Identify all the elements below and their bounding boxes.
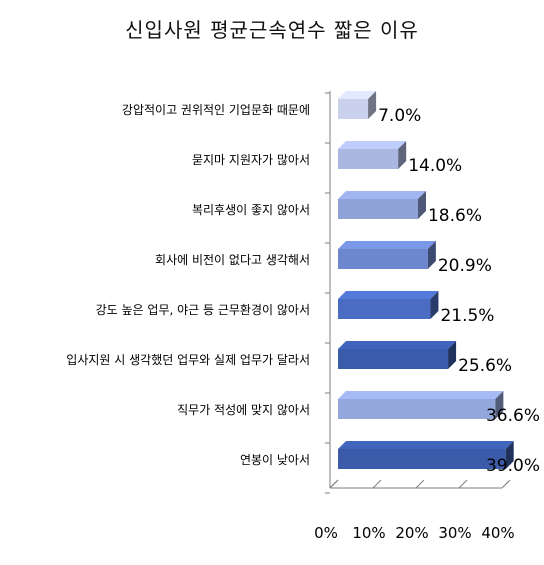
bar — [338, 191, 426, 219]
category-label: 연봉이 낮아서 — [240, 453, 310, 467]
bar-front — [338, 199, 418, 219]
x-tick-mark — [458, 479, 468, 489]
x-tick-mark — [372, 479, 382, 489]
value-label: 14.0% — [408, 156, 462, 176]
bar-side — [417, 191, 426, 219]
x-tick-label: 0% — [314, 524, 338, 542]
x-tick-mark — [329, 479, 339, 489]
value-label: 7.0% — [378, 106, 421, 126]
bar — [338, 141, 407, 169]
bars-layer — [338, 91, 514, 469]
bar-side — [427, 241, 436, 269]
value-label: 36.6% — [486, 406, 540, 426]
value-label: 25.6% — [458, 356, 512, 376]
bar — [338, 91, 377, 119]
bar-top — [338, 191, 426, 199]
chart-title: 신입사원 평균근속연수 짧은 이유 — [125, 18, 419, 42]
bar — [338, 441, 514, 469]
x-tick-label: 20% — [395, 524, 428, 542]
bar-top — [338, 391, 504, 399]
bar-side — [495, 391, 504, 419]
axis-layer: 0% 10% 20% 30% 40% — [314, 91, 515, 542]
x-tick-label: 30% — [438, 524, 471, 542]
bar-front — [338, 349, 449, 369]
category-label: 직무가 적성에 맞지 않아서 — [177, 403, 310, 417]
category-label: 회사에 비전이 없다고 생각해서 — [155, 253, 310, 267]
bar-front — [338, 149, 399, 169]
bar-side — [448, 341, 457, 369]
category-label: 강도 높은 업무, 야근 등 근무환경이 않아서 — [96, 303, 310, 317]
bar — [338, 391, 504, 419]
bar-top — [338, 441, 514, 449]
value-label: 21.5% — [440, 306, 494, 326]
bar-top — [338, 341, 457, 349]
bar-front — [338, 449, 506, 469]
bar-front — [338, 299, 431, 319]
bar — [338, 291, 439, 319]
bar-top — [338, 291, 439, 299]
bar-top — [338, 141, 407, 149]
category-label: 묻지마 지원자가 많아서 — [192, 153, 310, 167]
bar-side — [368, 91, 377, 119]
bar-front — [338, 249, 428, 269]
bar — [338, 241, 436, 269]
bar-front — [338, 399, 496, 419]
bar-side — [430, 291, 439, 319]
bar-top — [338, 241, 436, 249]
bar-top — [338, 91, 377, 99]
bar-side — [505, 441, 514, 469]
x-tick-mark — [415, 479, 425, 489]
value-label: 18.6% — [428, 206, 482, 226]
bar-front — [338, 99, 369, 119]
category-label: 복리후생이 좋지 않아서 — [192, 203, 310, 217]
x-tick-label: 40% — [481, 524, 514, 542]
labels-layer: 강압적이고 권위적인 기업문화 때문에 7.0% 묻지마 지원자가 많아서 14.0%… — [66, 103, 540, 476]
value-label: 39.0% — [486, 456, 540, 476]
x-tick-label: 10% — [352, 524, 385, 542]
category-label: 입사지원 시 생각했던 업무와 실제 업무가 달라서 — [66, 353, 310, 367]
category-label: 강압적이고 권위적인 기업문화 때문에 — [122, 103, 310, 117]
bar-side — [398, 141, 407, 169]
bar — [338, 341, 457, 369]
x-tick-mark — [501, 479, 511, 489]
value-label: 20.9% — [438, 256, 492, 276]
